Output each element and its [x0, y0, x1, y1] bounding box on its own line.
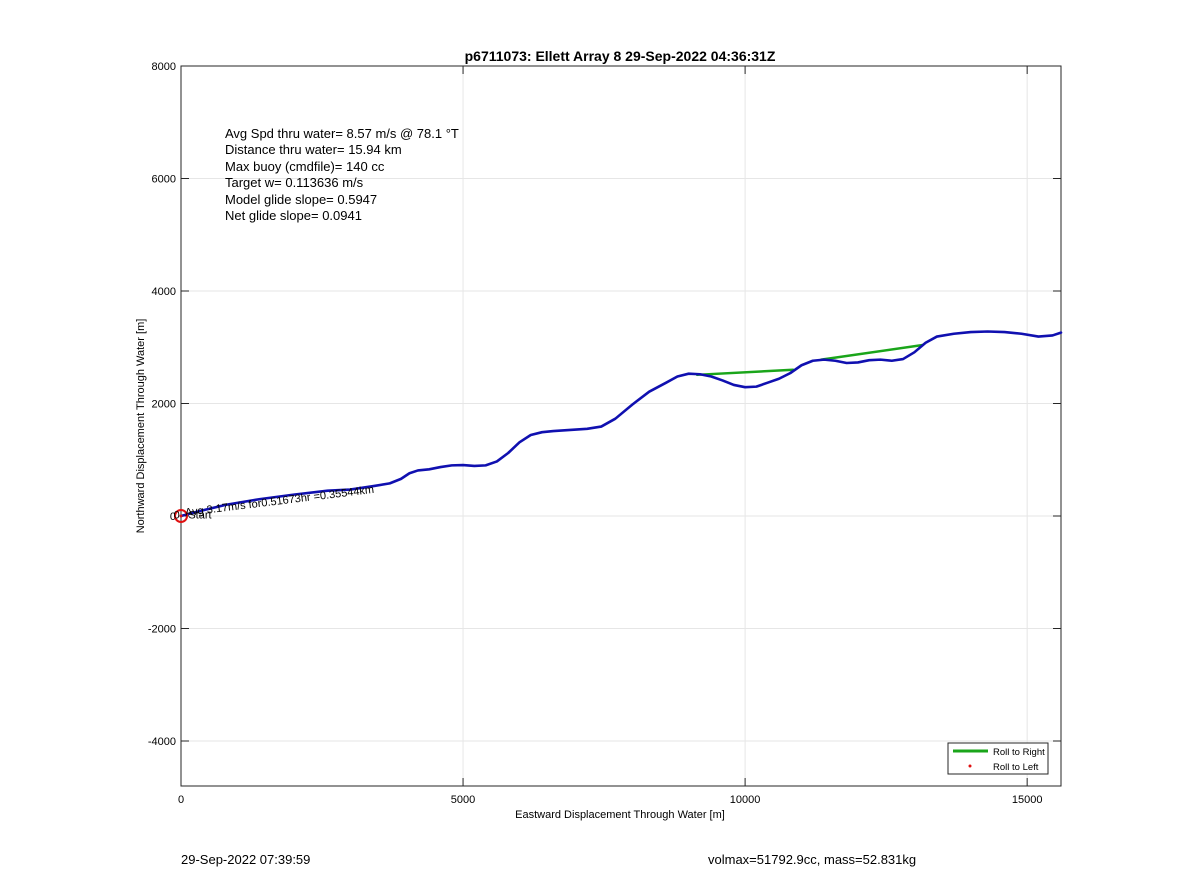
y-tick-label: 6000	[152, 174, 176, 186]
axis-ticks: 0 5000 10000 15000 -4000 -2000 0 2000 4000 6000 80…	[148, 61, 1061, 806]
x-axis-label: Eastward Displacement Through Water [m]	[515, 809, 725, 821]
y-tick-label: 4000	[152, 286, 176, 298]
y-tick-label: 2000	[152, 399, 176, 411]
legend-box	[947, 742, 1049, 775]
legend-label-roll-right: Roll to Right	[993, 747, 1045, 758]
chart-title: p6711073: Ellett Array 8 29-Sep-2022 04:…	[465, 48, 776, 64]
roll-right-segment	[695, 368, 795, 377]
stat-net-glide-slope: Net glide slope= 0.0941	[225, 208, 362, 224]
start-marker-circle	[174, 509, 188, 523]
x-tick-label: 5000	[451, 794, 475, 806]
glider-track-line	[179, 330, 1063, 518]
x-tick-label: 15000	[1012, 794, 1043, 806]
legend-label-roll-left: Roll to Left	[993, 762, 1039, 773]
y-tick-label: -4000	[148, 736, 176, 748]
plot-series	[174, 330, 1063, 523]
footer-vehicle-params: volmax=51792.9cc, mass=52.831kg	[708, 852, 917, 867]
y-tick-label: 8000	[152, 61, 176, 73]
x-tick-label: 10000	[730, 794, 761, 806]
roll-left-point	[179, 514, 183, 518]
stat-model-glide-slope: Model glide slope= 0.5947	[225, 191, 378, 207]
annotation-0: Avg 3.17m/s for0.51673hr =0.35544km	[184, 484, 374, 519]
y-tick-label: -2000	[148, 624, 176, 636]
x-tick-label: 0	[178, 794, 184, 806]
legend: Roll to Right Roll to Left	[947, 742, 1049, 775]
stat-target-w: Target w= 0.113636 m/s	[225, 175, 364, 191]
stat-avg-speed: Avg Spd thru water= 8.57 m/s @ 78.1 °T	[225, 126, 459, 141]
footer-timestamp: 29-Sep-2022 07:39:59	[181, 852, 311, 867]
roll-right-segment	[820, 343, 925, 361]
annotation-2: 0	[174, 509, 180, 521]
stats-panel: Avg Spd thru water= 8.57 m/s @ 78.1 °T D…	[225, 126, 459, 224]
annotation-1: Start	[188, 509, 211, 521]
y-tick-label: 0	[170, 511, 176, 523]
legend-swatch-roll-left	[968, 764, 972, 768]
y-axis-label: Northward Displacement Through Water [m]	[135, 319, 147, 534]
axes-box	[180, 65, 1062, 787]
stat-distance: Distance thru water= 15.94 km	[225, 142, 402, 158]
stat-max-buoy: Max buoy (cmdfile)= 140 cc	[225, 158, 385, 174]
